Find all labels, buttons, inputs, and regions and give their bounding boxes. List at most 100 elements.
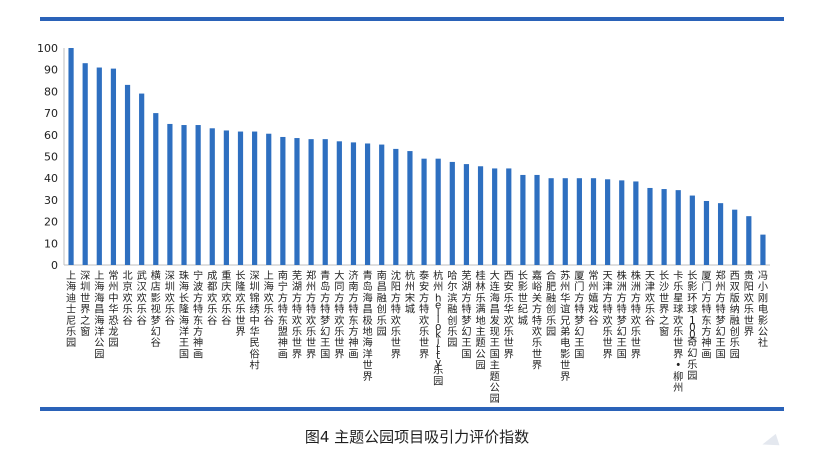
x-tick-label: 泰安方特欢乐世界 bbox=[419, 269, 429, 360]
x-tick-label: 杭州宋城 bbox=[405, 269, 415, 316]
bar bbox=[661, 189, 667, 265]
x-tick-label: 成都欢乐谷 bbox=[207, 270, 217, 327]
x-tick-label: 深圳锦绣中华民俗村 bbox=[250, 270, 260, 372]
x-tick-label: 沈阳方特欢乐世界 bbox=[391, 269, 401, 360]
bar bbox=[139, 93, 145, 265]
x-tick-label: 郑州方特欢乐世界 bbox=[306, 269, 316, 360]
x-tick-label: 嘉峪关方特欢乐世界 bbox=[532, 269, 542, 372]
x-tick-label: 贵阳欢乐世界 bbox=[744, 269, 754, 338]
y-tick-label: 40 bbox=[44, 172, 58, 185]
x-tick-label: 常州嬉戏谷 bbox=[588, 269, 598, 327]
x-tick-label: 西安乐华欢乐世界 bbox=[504, 271, 514, 360]
bar bbox=[308, 139, 314, 265]
bar bbox=[124, 84, 131, 265]
bar bbox=[237, 131, 244, 265]
x-tick-label: 南昌融创乐园 bbox=[377, 269, 387, 338]
bottom-rule bbox=[40, 407, 784, 411]
bar bbox=[477, 166, 484, 265]
x-tick-label: 大连海昌发现王国主题公园 bbox=[490, 269, 500, 405]
y-tick-label: 10 bbox=[44, 237, 58, 250]
x-tick-label: 芜湖方特欢乐世界 bbox=[292, 269, 302, 360]
bar bbox=[421, 158, 427, 265]
bar bbox=[393, 148, 399, 265]
figure-caption: 图4 主题公园项目吸引力评价指数 bbox=[304, 428, 530, 446]
x-tick-label: 芜湖方特梦幻王国 bbox=[461, 269, 471, 360]
bar bbox=[760, 234, 766, 265]
x-tick-label: 天津方特欢乐世界 bbox=[603, 271, 613, 360]
x-tick-label: 济南方特东方神画 bbox=[348, 269, 358, 360]
x-tick-label: 北京欢乐谷 bbox=[122, 270, 132, 327]
bar bbox=[746, 216, 752, 265]
bar bbox=[322, 139, 328, 265]
bar bbox=[407, 151, 413, 265]
x-tick-label: 深圳世界之窗 bbox=[80, 270, 90, 338]
x-tick-label: 天津欢乐谷 bbox=[645, 271, 655, 327]
bar bbox=[492, 168, 498, 265]
x-tick-label: 冯小刚电影公社 bbox=[758, 270, 768, 349]
x-tick-label: 合肥融创乐园 bbox=[546, 269, 556, 338]
x-tick-label: 深圳欢乐谷 bbox=[165, 270, 175, 327]
x-tick-label: 武汉欢乐谷 bbox=[137, 269, 147, 327]
bar bbox=[223, 130, 229, 265]
bar bbox=[96, 67, 102, 265]
bar bbox=[506, 168, 512, 265]
y-tick-label: 90 bbox=[44, 64, 58, 77]
x-tick-label: 上海欢乐谷 bbox=[264, 270, 274, 327]
bar bbox=[364, 143, 371, 265]
bar bbox=[576, 178, 582, 265]
x-tick-label: 杭州 h e l l o k i t t y 乐园 bbox=[433, 269, 443, 388]
y-tick-label: 20 bbox=[44, 216, 58, 229]
bar-chart: 0 10 20 30 40 50 60 70 80 90 100 上海迪士尼乐园深圳世界之窗上海海昌海… bbox=[37, 42, 770, 405]
x-tick-label: 郑州方特梦幻王国 bbox=[715, 269, 725, 360]
bar bbox=[68, 48, 74, 265]
x-tick-label: 长隆欢乐世界 bbox=[235, 270, 245, 338]
bar bbox=[153, 113, 159, 265]
bar bbox=[732, 209, 738, 265]
x-tick-label: 株洲方特梦幻王国 bbox=[617, 269, 627, 360]
y-tick-label: 100 bbox=[37, 42, 58, 55]
bar bbox=[435, 158, 441, 265]
x-tick-label: 厦门方特东方神画 bbox=[701, 270, 711, 360]
bar bbox=[633, 181, 639, 265]
x-tick-label: 横店影视梦幻谷 bbox=[151, 269, 161, 349]
bar bbox=[689, 195, 695, 265]
bar bbox=[209, 128, 215, 265]
x-tick-label: 青岛海昌极地海洋世界 bbox=[362, 269, 372, 383]
bar bbox=[252, 131, 258, 265]
x-tick-label: 株洲方特欢乐世界 bbox=[631, 269, 641, 360]
y-tick-label: 50 bbox=[44, 151, 58, 164]
y-tick-label: 80 bbox=[44, 85, 58, 98]
x-tick-label: 长沙世界之窗 bbox=[659, 270, 669, 338]
x-tick-label: 上海海昌海洋公园 bbox=[94, 270, 104, 360]
bar bbox=[195, 125, 201, 265]
bar bbox=[675, 190, 681, 265]
bar bbox=[82, 63, 88, 265]
x-tick-label: 宁波方特东方神画 bbox=[193, 269, 203, 360]
bar bbox=[463, 164, 470, 265]
bar bbox=[590, 178, 597, 265]
bar bbox=[619, 180, 625, 265]
bar bbox=[280, 136, 286, 265]
x-tick-label: 上海迪士尼乐园 bbox=[66, 270, 76, 349]
bar bbox=[336, 141, 342, 265]
bar bbox=[181, 125, 187, 265]
x-tick-label: 常州中华恐龙园 bbox=[108, 269, 118, 349]
y-tick-label: 30 bbox=[44, 194, 58, 207]
top-rule bbox=[40, 17, 784, 21]
x-tick-label: 南宁方特东盟神画 bbox=[278, 269, 288, 360]
y-tick-label: 0 bbox=[51, 259, 58, 272]
bar bbox=[110, 68, 117, 266]
bar bbox=[703, 200, 710, 265]
x-tick-label: 卡乐星球欢乐世界•柳州 bbox=[673, 269, 683, 394]
x-tick-label: 青岛方特梦幻王国 bbox=[320, 269, 330, 360]
y-tick-label: 60 bbox=[44, 129, 58, 142]
bar bbox=[167, 123, 173, 265]
bar bbox=[520, 174, 526, 265]
x-tick-label: 珠海长隆海洋王国 bbox=[179, 269, 189, 360]
x-tick-label: 哈尔滨融创乐园 bbox=[447, 269, 457, 349]
x-tick-label: 西双版纳融创乐园 bbox=[730, 271, 740, 360]
x-tick-label: 长影世纪城 bbox=[518, 270, 528, 327]
bar bbox=[717, 203, 724, 265]
bar bbox=[605, 179, 611, 265]
x-tick-label: 重庆欢乐谷 bbox=[221, 269, 231, 327]
